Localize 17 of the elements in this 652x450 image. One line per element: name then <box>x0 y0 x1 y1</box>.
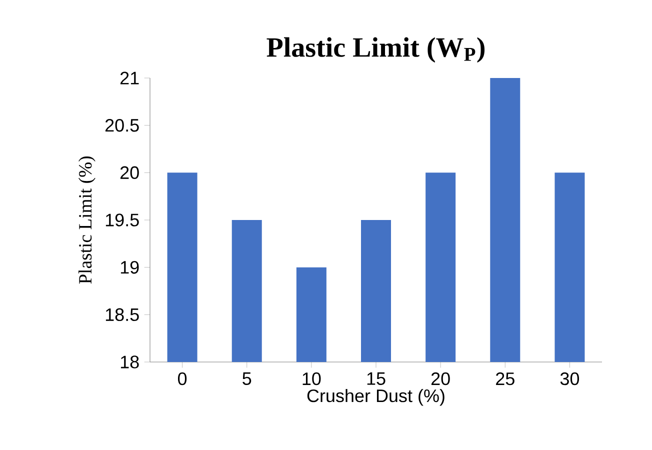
y-axis-title: Plastic Limit (%) <box>78 156 96 284</box>
x-tick-label: 30 <box>560 372 580 386</box>
y-tick-label: 21 <box>120 72 139 84</box>
y-tick-label: 20 <box>120 166 139 180</box>
x-tick-label: 10 <box>302 372 321 386</box>
x-tick-label: 5 <box>242 372 252 385</box>
y-tick-label: 18 <box>120 356 139 368</box>
chart-title: Plastic Limit (W$_{P}$) <box>266 37 485 63</box>
y-tick-label: 18.5 <box>106 308 139 322</box>
x-tick-label: 0 <box>178 372 187 386</box>
x-tick-label: 20 <box>431 372 450 386</box>
x-axis-title: Crusher Dust (%) <box>307 388 444 406</box>
y-tick-label: 20.5 <box>105 118 139 132</box>
y-tick-label: 19.5 <box>106 214 139 226</box>
x-tick-label: 15 <box>367 372 386 385</box>
y-tick-label: 19 <box>120 260 139 274</box>
x-tick-label: 25 <box>496 372 514 386</box>
